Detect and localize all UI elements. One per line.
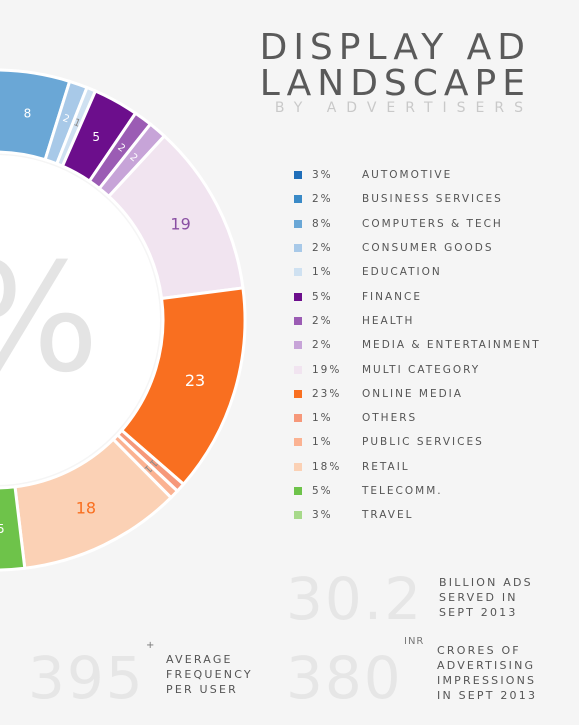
legend-label: EDUCATION <box>362 266 442 279</box>
legend-percent: 19% <box>312 363 342 376</box>
legend-label: MULTI CATEGORY <box>362 363 481 376</box>
legend-swatch <box>294 171 302 180</box>
legend-item: 1% PUBLIC SERVICES <box>294 430 541 454</box>
stat-text-line: IMPRESSIONS <box>437 674 537 687</box>
legend-label: AUTOMOTIVE <box>362 169 453 182</box>
slice-value-label: 2 <box>127 152 139 165</box>
title-line-1: DISPLAY AD <box>259 27 531 68</box>
stat-impressions-superscript: INR <box>404 636 425 647</box>
legend-item: 2% HEALTH <box>294 309 541 333</box>
slice-value-label: 2 <box>61 113 71 125</box>
stat-text-line: SEPT 2013 <box>439 606 518 619</box>
legend-label: COMPUTERS & TECH <box>362 217 503 230</box>
legend-swatch <box>294 316 302 325</box>
legend-percent: 1% <box>312 412 333 425</box>
legend-item: 8% COMPUTERS & TECH <box>294 212 541 236</box>
legend-swatch <box>294 219 302 228</box>
legend-swatch <box>294 462 302 471</box>
stat-text-line: BILLION ADS <box>439 576 533 589</box>
stat-text-line: PER USER <box>166 683 238 696</box>
title-line-2: LANDSCAPE <box>259 63 531 104</box>
stat-text-line: IN SEPT 2013 <box>437 689 538 702</box>
legend-percent: 1% <box>312 266 333 279</box>
legend-label: OTHERS <box>362 412 418 425</box>
legend-item: 19% MULTI CATEGORY <box>294 357 541 381</box>
legend-label: BUSINESS SERVICES <box>362 193 503 206</box>
legend-swatch <box>294 438 302 447</box>
stat-frequency-value: 395 <box>28 644 145 712</box>
donut-slice-telecomm <box>0 485 27 572</box>
donut-center <box>0 155 160 485</box>
stat-ads-served-text: BILLION ADS SERVED IN SEPT 2013 <box>439 575 533 620</box>
legend-percent: 3% <box>312 169 333 182</box>
legend-label: CONSUMER GOODS <box>362 242 494 255</box>
legend-percent: 5% <box>312 485 333 497</box>
legend-label: HEALTH <box>362 314 415 327</box>
subtitle: BY ADVERTISERS <box>274 100 533 116</box>
legend-label: PUBLIC SERVICES <box>362 436 484 449</box>
legend-item: 3% TRAVEL <box>294 503 541 527</box>
center-percent-symbol: % <box>0 232 99 406</box>
legend-swatch <box>294 244 302 253</box>
stat-frequency-text: AVERAGE FREQUENCY PER USER <box>166 652 253 697</box>
legend-swatch <box>294 414 302 423</box>
legend-percent: 5% <box>312 290 333 303</box>
stat-impressions-text: CRORES OF ADVERTISING IMPRESSIONS IN SEP… <box>437 643 537 703</box>
slice-value-label: 5 <box>92 130 100 144</box>
legend-swatch <box>294 511 302 520</box>
legend-item: 2% BUSINESS SERVICES <box>294 187 541 211</box>
legend-label: MEDIA & ENTERTAINMENT <box>362 339 541 352</box>
legend-label: TELECOMM. <box>362 485 443 497</box>
legend-percent: 8% <box>312 217 333 230</box>
legend-item: 2% CONSUMER GOODS <box>294 236 541 260</box>
legend-label: TRAVEL <box>362 509 414 522</box>
slice-value-label: 2 <box>115 142 127 155</box>
legend-item: 2% MEDIA & ENTERTAINMENT <box>294 333 541 357</box>
legend-percent: 1% <box>312 436 333 449</box>
legend-percent: 2% <box>312 193 333 206</box>
legend-percent: 3% <box>312 509 333 522</box>
slice-value-label: 8 <box>24 107 32 121</box>
legend-swatch <box>294 341 302 350</box>
stat-text-line: ADVERTISING <box>437 659 536 672</box>
legend-item: 23% ONLINE MEDIA <box>294 382 541 406</box>
legend-item: 1% EDUCATION <box>294 260 541 284</box>
legend-percent: 2% <box>312 242 333 255</box>
legend-swatch <box>294 268 302 277</box>
stat-text-line: FREQUENCY <box>166 668 253 681</box>
legend-label: RETAIL <box>362 460 410 473</box>
slice-value-label: 5 <box>0 522 5 536</box>
legend-swatch <box>294 389 302 398</box>
stat-frequency-superscript: + <box>146 640 156 651</box>
legend-percent: 18% <box>312 460 342 473</box>
legend-item: 5% TELECOMM. <box>294 479 541 503</box>
legend-percent: 23% <box>312 387 342 400</box>
slice-value-label: 1 <box>72 117 82 130</box>
stat-impressions-value: 380 <box>286 644 403 712</box>
legend-item: 5% FINANCE <box>294 284 541 308</box>
legend-swatch <box>294 487 302 495</box>
legend-label: ONLINE MEDIA <box>362 387 463 400</box>
legend-swatch <box>294 292 302 301</box>
legend: 3% AUTOMOTIVE 2% BUSINESS SERVICES 8% COMPUTE… <box>294 163 541 527</box>
stat-ads-served-value: 30.2 <box>286 565 424 633</box>
stat-text-line: SERVED IN <box>439 591 518 604</box>
legend-item: 3% AUTOMOTIVE <box>294 163 541 187</box>
legend-label: FINANCE <box>362 290 422 303</box>
slice-value-label: 19 <box>170 214 190 233</box>
legend-swatch <box>294 365 302 374</box>
legend-item: 1% OTHERS <box>294 406 541 430</box>
legend-swatch <box>294 195 302 204</box>
stat-text-line: AVERAGE <box>166 653 233 666</box>
stat-text-line: CRORES OF <box>437 644 521 657</box>
legend-item: 18% RETAIL <box>294 455 541 479</box>
slice-value-label: 18 <box>76 499 96 518</box>
legend-percent: 2% <box>312 339 333 352</box>
slice-value-label: 23 <box>185 371 205 390</box>
legend-percent: 2% <box>312 314 333 327</box>
